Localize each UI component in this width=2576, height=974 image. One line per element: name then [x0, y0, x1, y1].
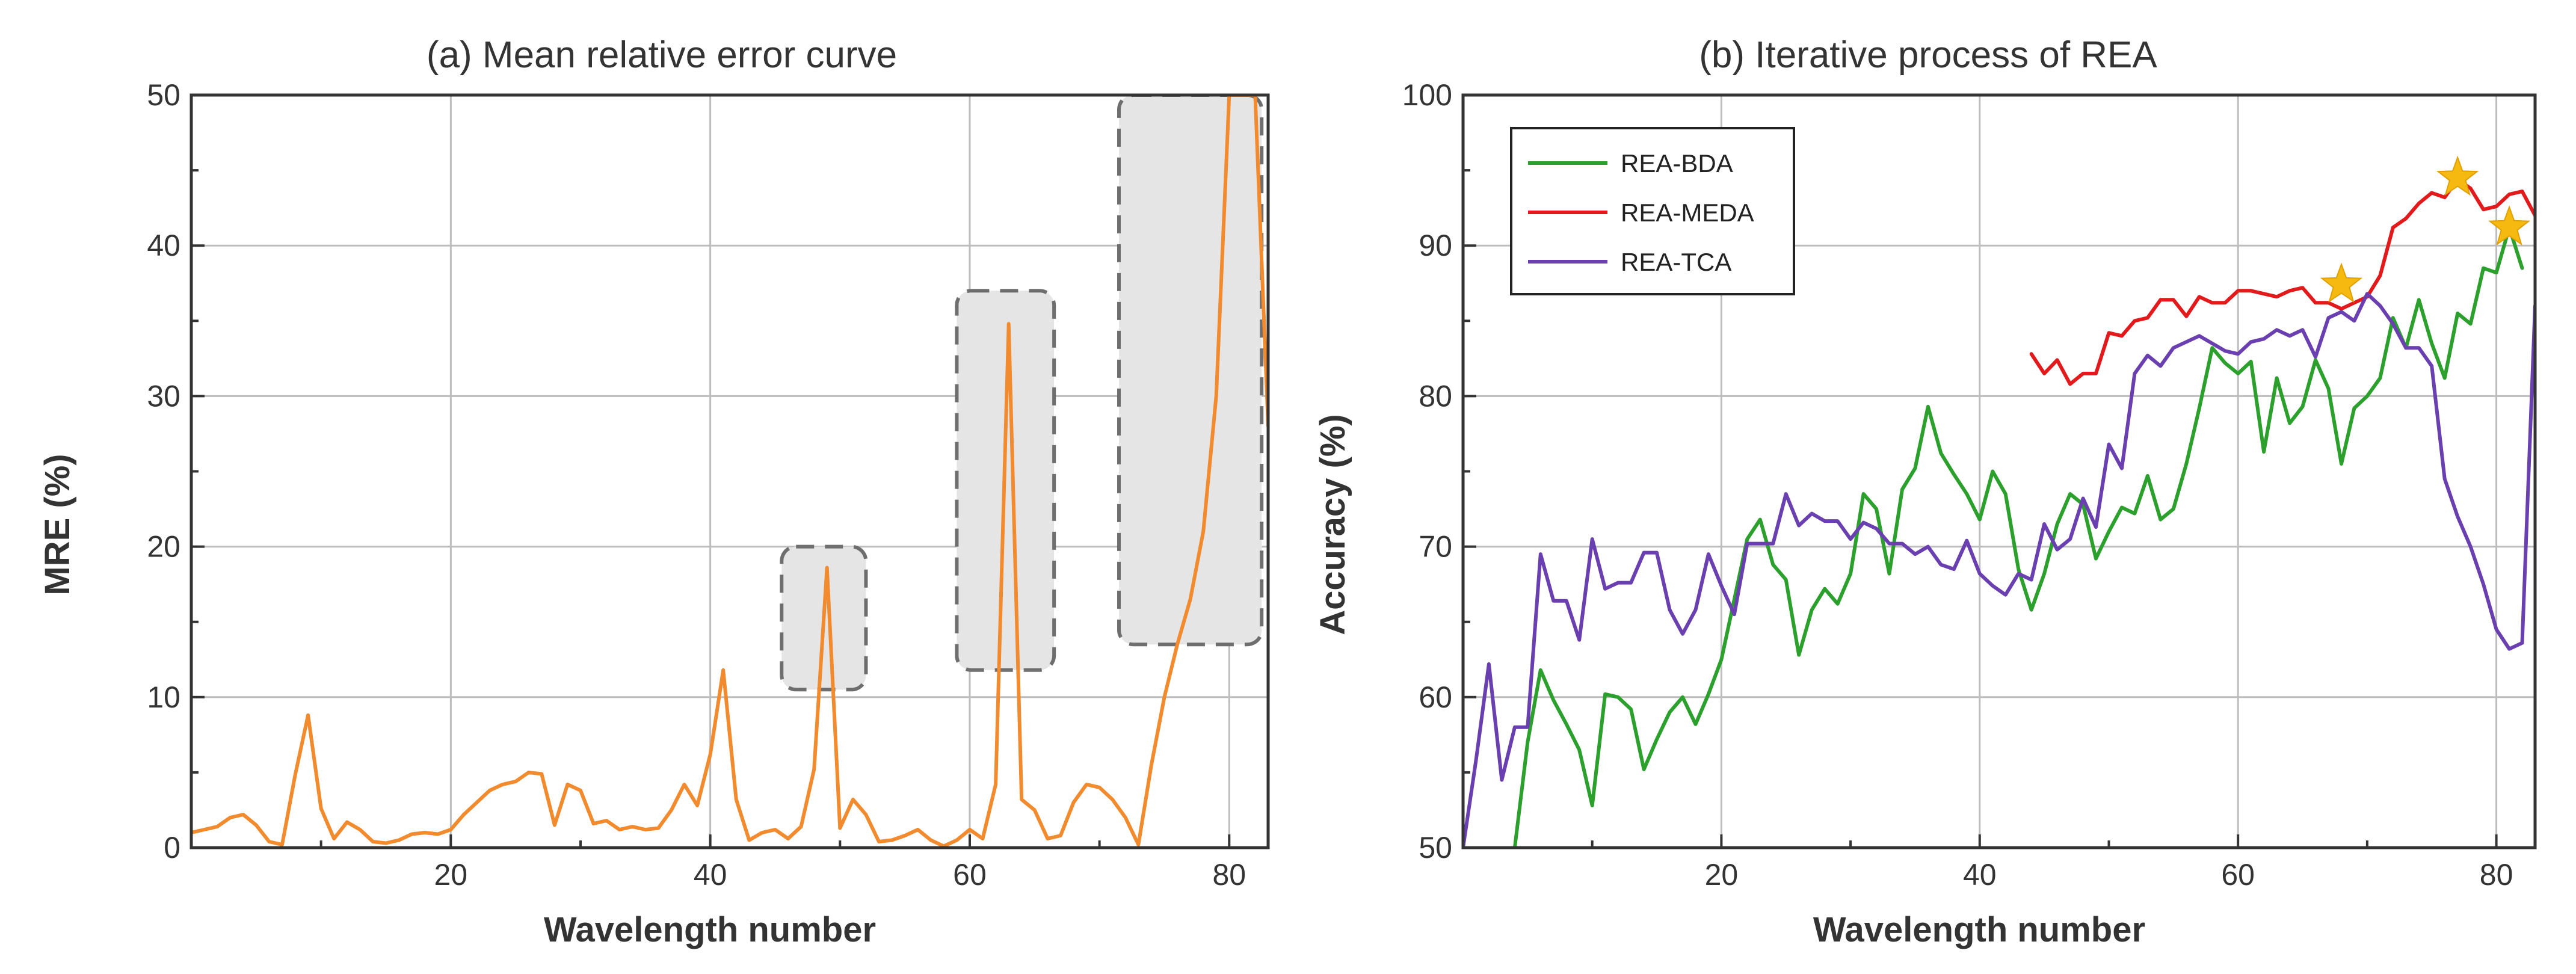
- y-tick-label: 90: [1419, 229, 1452, 262]
- optimal-star-marker: [2488, 205, 2531, 246]
- y-tick-label: 10: [147, 680, 180, 714]
- series-line-rea-meda: [2029, 177, 2535, 386]
- x-tick-label: 80: [2480, 858, 2513, 892]
- series-line-mre: [191, 95, 1268, 848]
- plot-area: [191, 95, 1268, 848]
- y-tick-label: 0: [164, 831, 180, 865]
- highlight-region: [1117, 95, 1264, 647]
- x-tick-label: 60: [2221, 858, 2255, 892]
- x-axis-label: Wavelength number: [1813, 910, 2145, 949]
- legend: REA-BDA REA-MEDA REA-TCA: [1510, 127, 1795, 295]
- chart-title: (b) Iterative process of REA: [1699, 34, 2157, 76]
- chart-panel-b: (b) Iterative process of REA Wavelength …: [1313, 34, 2537, 949]
- series-line-rea-bda: [1512, 226, 2524, 848]
- y-tick-label: 100: [1402, 78, 1452, 112]
- optimal-star-marker: [2436, 155, 2479, 196]
- y-axis-label: Accuracy (%): [1313, 414, 1352, 635]
- y-tick-label: 50: [147, 78, 180, 112]
- optimal-star-marker: [2320, 262, 2363, 303]
- y-tick-label: 70: [1419, 530, 1452, 564]
- legend-label-rea-meda: REA-MEDA: [1621, 199, 1754, 227]
- y-tick-label: 40: [147, 229, 180, 262]
- x-tick-label: 40: [1963, 858, 1997, 892]
- x-tick-label: 20: [434, 858, 468, 892]
- y-tick-label: 60: [1419, 680, 1452, 714]
- x-tick-label: 80: [1212, 858, 1246, 892]
- y-axis-label: MRE (%): [38, 454, 77, 595]
- legend-label-rea-bda: REA-BDA: [1621, 149, 1733, 177]
- x-tick-label: 60: [953, 858, 987, 892]
- x-axis-label: Wavelength number: [544, 910, 876, 949]
- series-line-rea-tca: [1463, 292, 2535, 848]
- x-tick-label: 40: [694, 858, 727, 892]
- y-tick-label: 30: [147, 379, 180, 413]
- chart-title: (a) Mean relative error curve: [427, 34, 897, 76]
- y-tick-label: 80: [1419, 379, 1452, 413]
- x-tick-label: 20: [1705, 858, 1739, 892]
- y-tick-label: 20: [147, 530, 180, 564]
- y-tick-label: 50: [1419, 831, 1452, 865]
- chart-panel-a: (a) Mean relative error curve Wavelength…: [38, 34, 1270, 949]
- legend-label-rea-tca: REA-TCA: [1621, 248, 1731, 276]
